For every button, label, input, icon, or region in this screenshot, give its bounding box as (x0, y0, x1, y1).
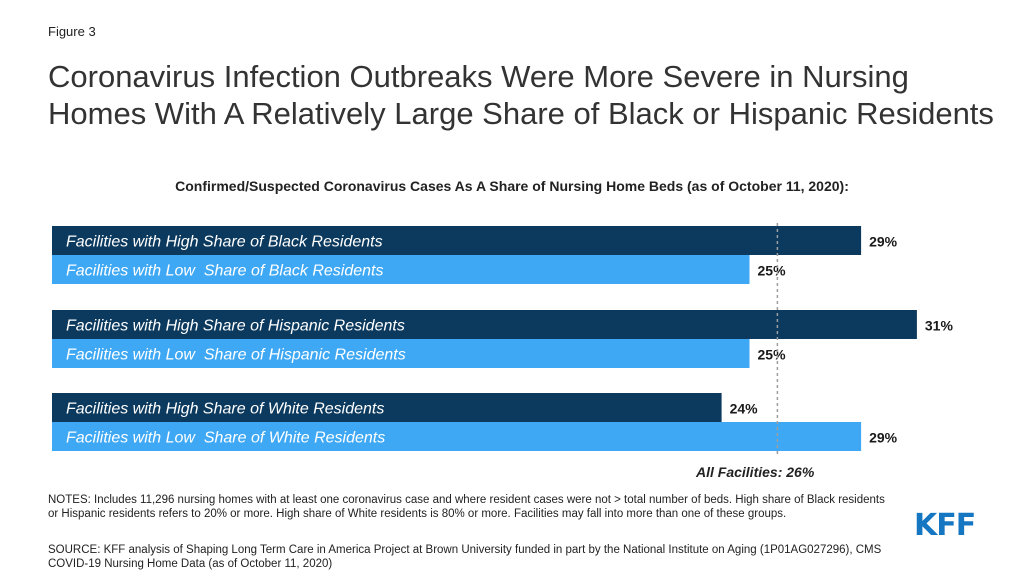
bar-low-share (52, 422, 862, 451)
source-text: SOURCE: KFF analysis of Shaping Long Ter… (48, 544, 882, 570)
bar-category-label: Facilities with High Share of White Resi… (66, 401, 384, 418)
bar-high-share (52, 310, 917, 339)
bar-value-label: 29% (869, 234, 898, 250)
notes-paragraph: NOTES: Includes 11,296 nursing homes wit… (48, 494, 885, 520)
bar-category-label: Facilities with High Share of Hispanic R… (66, 318, 405, 335)
bar-value-label: 29% (869, 430, 898, 446)
bar-group: Facilities with High Share of Hispanic R… (52, 310, 953, 368)
bar-high-share (52, 226, 862, 255)
bar-value-label: 24% (730, 401, 759, 417)
bar-high-share (52, 393, 722, 422)
bar-category-label: Facilities with Low Share of Hispanic Re… (66, 347, 406, 364)
notes-text: NOTES: Includes 11,296 nursing homes wit… (48, 493, 898, 521)
bar-category-label: Facilities with High Share of Black Resi… (66, 234, 383, 251)
bar-category-label: Facilities with Low Share of Black Resid… (66, 263, 383, 280)
bar-low-share (52, 255, 750, 284)
chart-title: Coronavirus Infection Outbreaks Were Mor… (48, 59, 994, 131)
reference-line-label: All Facilities: 26% (696, 464, 815, 480)
bar-chart: Facilities with High Share of Black Resi… (52, 223, 953, 457)
bar-group: Facilities with High Share of White Resi… (52, 393, 898, 451)
bar-category-label: Facilities with Low Share of White Resid… (66, 430, 385, 447)
bar-group: Facilities with High Share of Black Resi… (52, 226, 898, 284)
bar-value-label: 25% (758, 347, 787, 363)
chart-subtitle: Confirmed/Suspected Coronavirus Cases As… (175, 178, 849, 194)
bar-value-label: 31% (925, 318, 954, 334)
bar-low-share (52, 339, 750, 368)
figure-label: Figure 3 (48, 24, 96, 39)
bar-value-label: 25% (758, 263, 787, 279)
kff-logo: KFF (914, 508, 976, 543)
